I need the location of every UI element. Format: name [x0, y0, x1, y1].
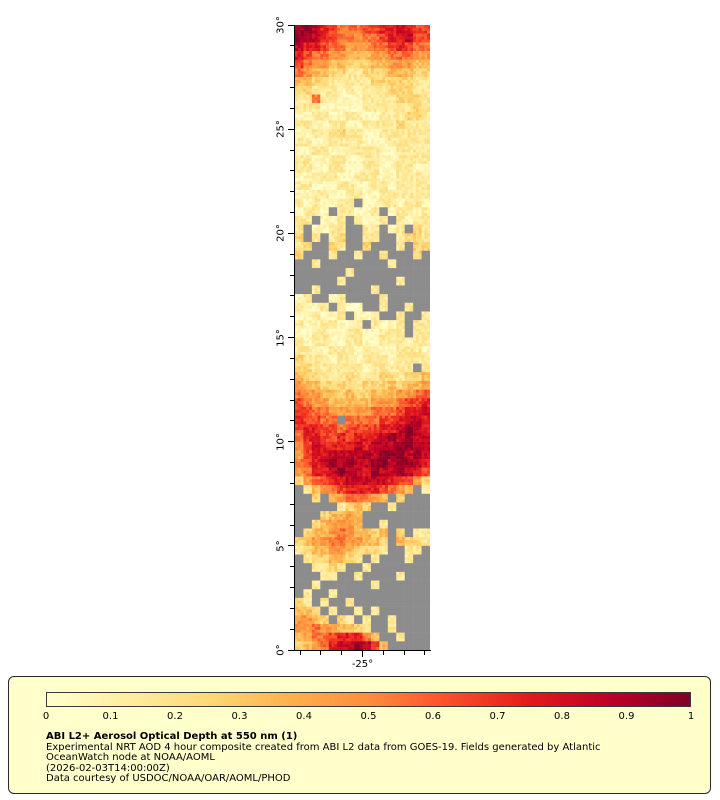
y-axis-tick	[290, 253, 294, 255]
legend-description-line1: Experimental NRT AOD 4 hour composite cr…	[46, 741, 601, 753]
x-axis-tick	[403, 651, 405, 655]
y-axis-tick	[290, 191, 294, 193]
colorbar-tick-label: 0.5	[360, 711, 377, 722]
y-axis-tick	[288, 232, 294, 234]
y-axis-tick	[290, 628, 294, 630]
aod-heatmap-canvas	[295, 25, 430, 650]
y-axis-tick	[290, 316, 294, 318]
y-axis-tick	[288, 545, 294, 547]
y-axis-tick	[290, 149, 294, 151]
y-axis-label: 15°	[275, 328, 287, 347]
legend-timestamp: (2026-02-03T14:00:00Z)	[46, 762, 170, 774]
colorbar-tick-label: 0.7	[489, 711, 506, 722]
colorbar-tick-label: 0.9	[618, 711, 635, 722]
y-axis-label: 25°	[275, 120, 287, 139]
y-axis-tick	[290, 107, 294, 109]
y-axis-tick	[290, 462, 294, 463]
y-axis-tick	[288, 337, 294, 338]
colorbar-tick-label: 0.1	[102, 711, 119, 722]
legend-text: ABI L2+ Aerosol Optical Depth at 550 nm …	[46, 731, 601, 785]
x-axis-tick	[341, 651, 343, 655]
y-axis-tick	[290, 357, 294, 359]
y-axis-tick	[290, 482, 294, 484]
y-axis-label: 10°	[275, 432, 287, 451]
map-plot: 30° 25° 20° 15° 10° 5° 0° -25°	[276, 16, 431, 670]
x-axis-tick	[382, 651, 384, 655]
y-axis-tick	[290, 66, 294, 68]
x-axis-line	[294, 650, 431, 651]
y-axis-tick	[290, 274, 294, 276]
colorbar-tick-label: 0	[42, 711, 50, 722]
y-axis-label: 0°	[275, 644, 287, 656]
y-axis-tick	[290, 295, 294, 297]
colorbar-tick-label: 0.6	[425, 711, 441, 722]
y-axis-label: 20°	[275, 224, 287, 243]
x-axis-tick	[320, 651, 322, 655]
y-axis-tick	[290, 399, 294, 401]
y-axis-tick	[290, 503, 294, 505]
y-axis-tick	[288, 649, 294, 651]
x-axis-tick	[424, 651, 426, 655]
y-axis-line	[294, 25, 295, 651]
y-axis-tick	[290, 566, 294, 568]
colorbar-tick-label: 0.8	[554, 711, 570, 722]
y-axis-tick	[288, 24, 294, 26]
y-axis-tick	[290, 587, 294, 588]
y-axis-tick	[290, 87, 294, 88]
colorbar-tick-label: 1	[687, 711, 695, 722]
y-axis-tick	[290, 524, 294, 526]
x-axis-tick	[362, 651, 363, 657]
colorbar-tick-label: 0.4	[296, 711, 312, 722]
y-axis-tick	[290, 420, 294, 422]
legend-credit: Data courtesy of USDOC/NOAA/OAR/AOML/PHO…	[46, 773, 291, 784]
legend-box: 0 0.1 0.2 0.3 0.4 0.5 0.6 0.7 0.8 0.9 1 ABI L2+ Ae…	[8, 676, 711, 794]
colorbar-tick-label: 0.3	[231, 711, 248, 722]
colorbar-labels: 0 0.1 0.2 0.3 0.4 0.5 0.6 0.7 0.8 0.9 1	[42, 711, 695, 723]
y-axis-tick	[288, 128, 294, 130]
x-axis-tick	[299, 651, 301, 655]
y-axis-label: 5°	[275, 540, 287, 552]
y-axis-tick	[290, 45, 294, 47]
y-axis-tick	[288, 441, 294, 443]
y-axis-label: 30°	[275, 16, 287, 34]
y-axis-tick	[290, 378, 294, 380]
y-axis-tick	[290, 212, 294, 213]
legend-description-line2: OceanWatch node at NOAA/AOML	[46, 752, 215, 763]
legend-title: ABI L2+ Aerosol Optical Depth at 550 nm …	[46, 731, 298, 742]
colorbar	[46, 692, 691, 707]
x-axis-label: -25°	[351, 659, 374, 670]
colorbar-tick-label: 0.2	[167, 711, 183, 722]
y-axis-tick	[290, 607, 294, 609]
y-axis-tick	[290, 170, 294, 172]
